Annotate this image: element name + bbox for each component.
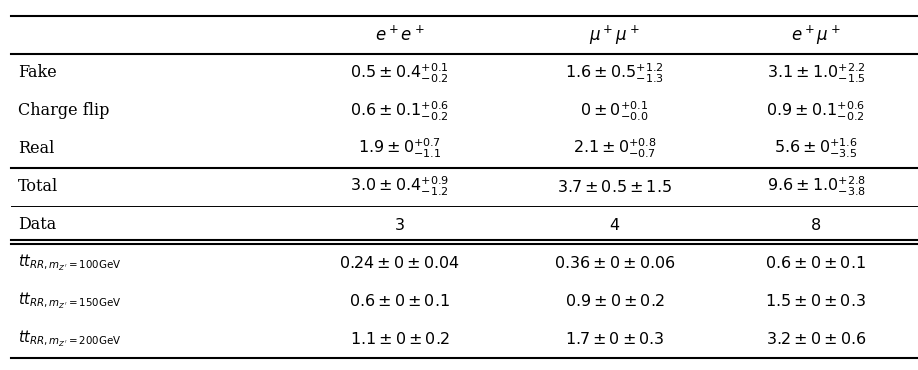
Text: $1.9\pm0^{+0.7}_{-1.1}$: $1.9\pm0^{+0.7}_{-1.1}$	[358, 137, 442, 161]
Text: $tt_{RR,m_{Z^{\prime}}=100{\rm GeV}}$: $tt_{RR,m_{Z^{\prime}}=100{\rm GeV}}$	[17, 252, 121, 273]
Text: $1.7\pm0\pm0.3$: $1.7\pm0\pm0.3$	[565, 331, 665, 347]
Text: $0.9\pm0\pm0.2$: $0.9\pm0\pm0.2$	[565, 293, 665, 309]
Text: $0.9\pm0.1^{+0.6}_{-0.2}$: $0.9\pm0.1^{+0.6}_{-0.2}$	[767, 99, 866, 122]
Text: $0.6\pm0.1^{+0.6}_{-0.2}$: $0.6\pm0.1^{+0.6}_{-0.2}$	[350, 99, 449, 122]
Text: $0.6\pm0\pm0.1$: $0.6\pm0\pm0.1$	[349, 293, 450, 309]
Text: $3.2\pm0\pm0.6$: $3.2\pm0\pm0.6$	[766, 331, 867, 347]
Text: $3.1\pm1.0^{+2.2}_{-1.5}$: $3.1\pm1.0^{+2.2}_{-1.5}$	[767, 61, 866, 85]
Text: $e^+\mu^+$: $e^+\mu^+$	[791, 23, 841, 47]
Text: $tt_{RR,m_{Z^{\prime}}=200{\rm GeV}}$: $tt_{RR,m_{Z^{\prime}}=200{\rm GeV}}$	[17, 328, 121, 349]
Text: Fake: Fake	[17, 64, 57, 81]
Text: $0.36\pm0\pm0.06$: $0.36\pm0\pm0.06$	[554, 255, 676, 271]
Text: $\mu^+\mu^+$: $\mu^+\mu^+$	[589, 23, 640, 47]
Text: $4$: $4$	[609, 217, 621, 233]
Text: Charge flip: Charge flip	[17, 102, 109, 120]
Text: Real: Real	[17, 140, 54, 157]
Text: $0.5\pm0.4^{+0.1}_{-0.2}$: $0.5\pm0.4^{+0.1}_{-0.2}$	[350, 61, 449, 85]
Text: $5.6\pm0^{+1.6}_{-3.5}$: $5.6\pm0^{+1.6}_{-3.5}$	[774, 137, 857, 161]
Text: $8$: $8$	[811, 217, 822, 233]
Text: $3.0\pm0.4^{+0.9}_{-1.2}$: $3.0\pm0.4^{+0.9}_{-1.2}$	[350, 175, 449, 198]
Text: $1.6\pm0.5^{+1.2}_{-1.3}$: $1.6\pm0.5^{+1.2}_{-1.3}$	[565, 61, 664, 85]
Text: $0\pm0^{+0.1}_{-0.0}$: $0\pm0^{+0.1}_{-0.0}$	[580, 99, 649, 122]
Text: $e^+e^+$: $e^+e^+$	[375, 26, 424, 45]
Text: Data: Data	[17, 216, 56, 233]
Text: $3$: $3$	[394, 217, 405, 233]
Text: $9.6\pm1.0^{+2.8}_{-3.8}$: $9.6\pm1.0^{+2.8}_{-3.8}$	[767, 175, 866, 198]
Text: $0.24\pm0\pm0.04$: $0.24\pm0\pm0.04$	[339, 255, 460, 271]
Text: $3.7\pm0.5\pm1.5$: $3.7\pm0.5\pm1.5$	[557, 179, 672, 195]
Text: Total: Total	[17, 178, 58, 195]
Text: $2.1\pm0^{+0.8}_{-0.7}$: $2.1\pm0^{+0.8}_{-0.7}$	[573, 137, 656, 161]
Text: $1.1\pm0\pm0.2$: $1.1\pm0\pm0.2$	[350, 331, 450, 347]
Text: $0.6\pm0\pm0.1$: $0.6\pm0\pm0.1$	[766, 255, 867, 271]
Text: $1.5\pm0\pm0.3$: $1.5\pm0\pm0.3$	[766, 293, 867, 309]
Text: $tt_{RR,m_{Z^{\prime}}=150{\rm GeV}}$: $tt_{RR,m_{Z^{\prime}}=150{\rm GeV}}$	[17, 290, 121, 311]
